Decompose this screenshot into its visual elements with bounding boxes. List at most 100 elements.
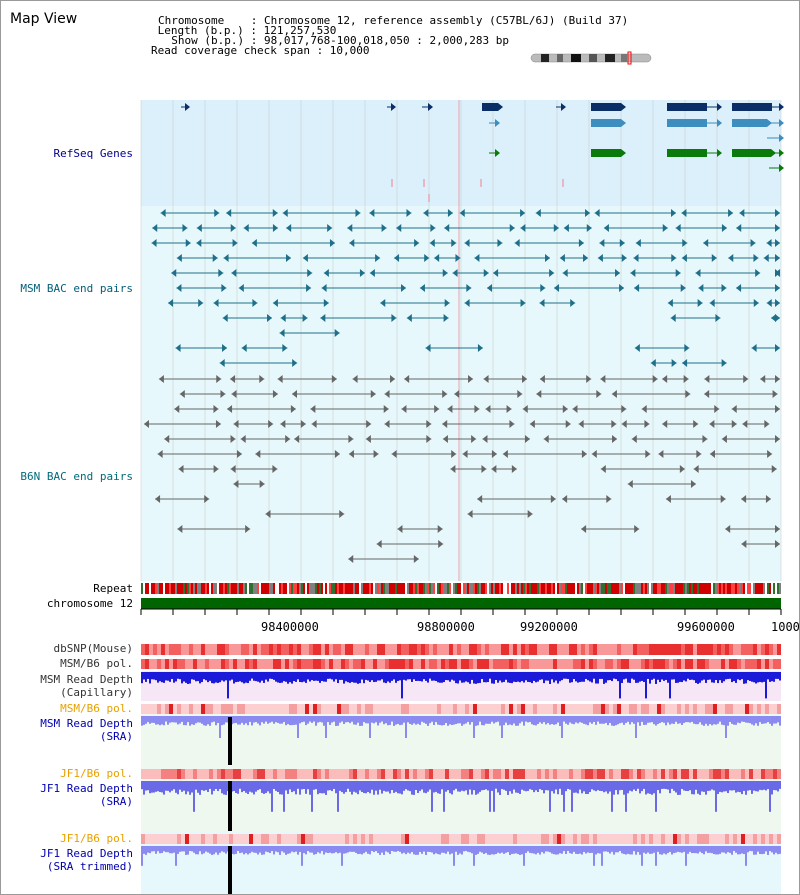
depth-bar bbox=[395, 781, 397, 792]
heat-cell bbox=[541, 834, 545, 844]
depth-bar bbox=[329, 716, 331, 725]
depth-bar bbox=[285, 672, 287, 682]
chromosome-ideogram[interactable] bbox=[530, 51, 652, 65]
heat-cell bbox=[529, 834, 533, 844]
depth-bar bbox=[167, 781, 169, 791]
info-chromosome: Chromosome : Chromosome 12, reference as… bbox=[158, 14, 629, 27]
chromosome-bar[interactable] bbox=[141, 598, 781, 609]
heat-cell bbox=[749, 659, 753, 669]
depth-bar bbox=[633, 846, 635, 852]
track-label-jf1-depth-trimmed[interactable]: JF1 Read Depth bbox=[40, 847, 133, 860]
depth-bar bbox=[355, 781, 357, 793]
repeat-segment bbox=[169, 583, 171, 594]
depth-bar bbox=[723, 672, 725, 682]
track-label-msm-bac[interactable]: MSM BAC end pairs bbox=[20, 282, 133, 295]
pair-end bbox=[268, 420, 274, 428]
pair-end bbox=[474, 405, 480, 413]
heat-cell bbox=[517, 834, 521, 844]
depth-bar bbox=[299, 781, 301, 795]
pair-end bbox=[243, 224, 249, 232]
track-label-jf1-depth-sra[interactable]: JF1 Read Depth bbox=[40, 782, 133, 795]
depth-bar bbox=[289, 781, 291, 790]
depth-bar bbox=[513, 716, 515, 724]
pair-end bbox=[231, 390, 237, 398]
pair-end bbox=[175, 344, 181, 352]
track-label-b6n-bac[interactable]: B6N BAC end pairs bbox=[20, 470, 133, 483]
depth-bar bbox=[171, 672, 173, 680]
polymorphism-tracks[interactable] bbox=[141, 644, 781, 844]
track-label-dbsnp[interactable]: dbSNP(Mouse) bbox=[53, 642, 133, 655]
repeat-segment bbox=[269, 583, 271, 594]
heat-cell bbox=[225, 704, 229, 714]
refseq-gene bbox=[732, 119, 767, 127]
heat-cell bbox=[617, 659, 621, 669]
b6n-bac-pairs-track[interactable] bbox=[144, 375, 780, 563]
heat-cell bbox=[453, 644, 457, 655]
heat-cell bbox=[149, 644, 153, 655]
heat-cell bbox=[501, 644, 505, 655]
pair-end bbox=[279, 329, 285, 337]
track-label-msm-b6-pol-2[interactable]: MSM/B6 pol. bbox=[60, 702, 133, 715]
track-label-msm-depth-sra[interactable]: MSM Read Depth bbox=[40, 717, 133, 730]
depth-bar bbox=[475, 781, 477, 795]
track-label-msm-b6-pol[interactable]: MSM/B6 pol. bbox=[60, 657, 133, 670]
repeat-segment bbox=[493, 583, 495, 594]
read-depth-tracks[interactable] bbox=[141, 671, 781, 866]
heat-cell bbox=[569, 769, 573, 779]
depth-bar bbox=[183, 781, 185, 791]
repeat-segment bbox=[631, 583, 633, 594]
depth-bar bbox=[631, 672, 633, 679]
heat-cell bbox=[473, 659, 477, 669]
gene-arrow bbox=[779, 119, 784, 127]
heat-cell bbox=[469, 704, 473, 714]
heat-cell bbox=[705, 769, 709, 779]
depth-bar bbox=[723, 781, 725, 792]
depth-bar bbox=[365, 672, 367, 680]
heat-cell bbox=[149, 659, 153, 669]
track-label-jf1-pol-2[interactable]: JF1/B6 pol. bbox=[60, 832, 133, 845]
depth-bar bbox=[271, 846, 273, 852]
pair-end bbox=[391, 314, 397, 322]
repeat-segment bbox=[227, 583, 229, 594]
msm-bac-pairs-track[interactable] bbox=[151, 209, 781, 367]
heat-cell bbox=[749, 704, 753, 714]
depth-bar bbox=[445, 716, 447, 724]
refseq-genes-track[interactable] bbox=[181, 103, 784, 202]
repeat-track[interactable] bbox=[141, 583, 781, 594]
track-label-repeat[interactable]: Repeat bbox=[93, 582, 133, 595]
heat-cell bbox=[349, 769, 353, 779]
depth-bar bbox=[663, 846, 665, 854]
heat-cell bbox=[713, 834, 717, 844]
track-label-msm-depth-capillary[interactable]: MSM Read Depth bbox=[40, 673, 133, 686]
depth-bar bbox=[583, 781, 585, 792]
pair-end bbox=[376, 540, 382, 548]
heat-cell bbox=[253, 644, 257, 655]
depth-bar bbox=[587, 846, 589, 853]
depth-bar bbox=[171, 846, 173, 854]
depth-bar bbox=[143, 781, 145, 795]
depth-bar bbox=[567, 781, 569, 789]
track-label-chromosome[interactable]: chromosome 12 bbox=[46, 597, 133, 610]
depth-bar bbox=[423, 781, 425, 793]
depth-bar bbox=[535, 846, 537, 855]
depth-bar bbox=[497, 672, 499, 683]
track-label-refseq[interactable]: RefSeq Genes bbox=[53, 147, 133, 160]
depth-bar bbox=[257, 716, 259, 724]
heat-cell bbox=[405, 644, 409, 655]
pair-end bbox=[675, 224, 681, 232]
pair-end bbox=[331, 375, 337, 383]
depth-bar bbox=[327, 716, 329, 723]
heat-cell bbox=[533, 659, 537, 669]
repeat-segment bbox=[171, 583, 173, 594]
depth-bar bbox=[495, 846, 497, 855]
repeat-segment bbox=[619, 583, 621, 594]
depth-bar bbox=[535, 716, 537, 726]
repeat-segment bbox=[217, 583, 219, 594]
repeat-segment bbox=[155, 583, 157, 594]
depth-bar bbox=[381, 716, 383, 722]
heat-cell bbox=[353, 644, 357, 655]
track-label-jf1-pol[interactable]: JF1/B6 pol. bbox=[60, 767, 133, 780]
depth-bar bbox=[425, 846, 427, 855]
pair-end bbox=[366, 420, 372, 428]
